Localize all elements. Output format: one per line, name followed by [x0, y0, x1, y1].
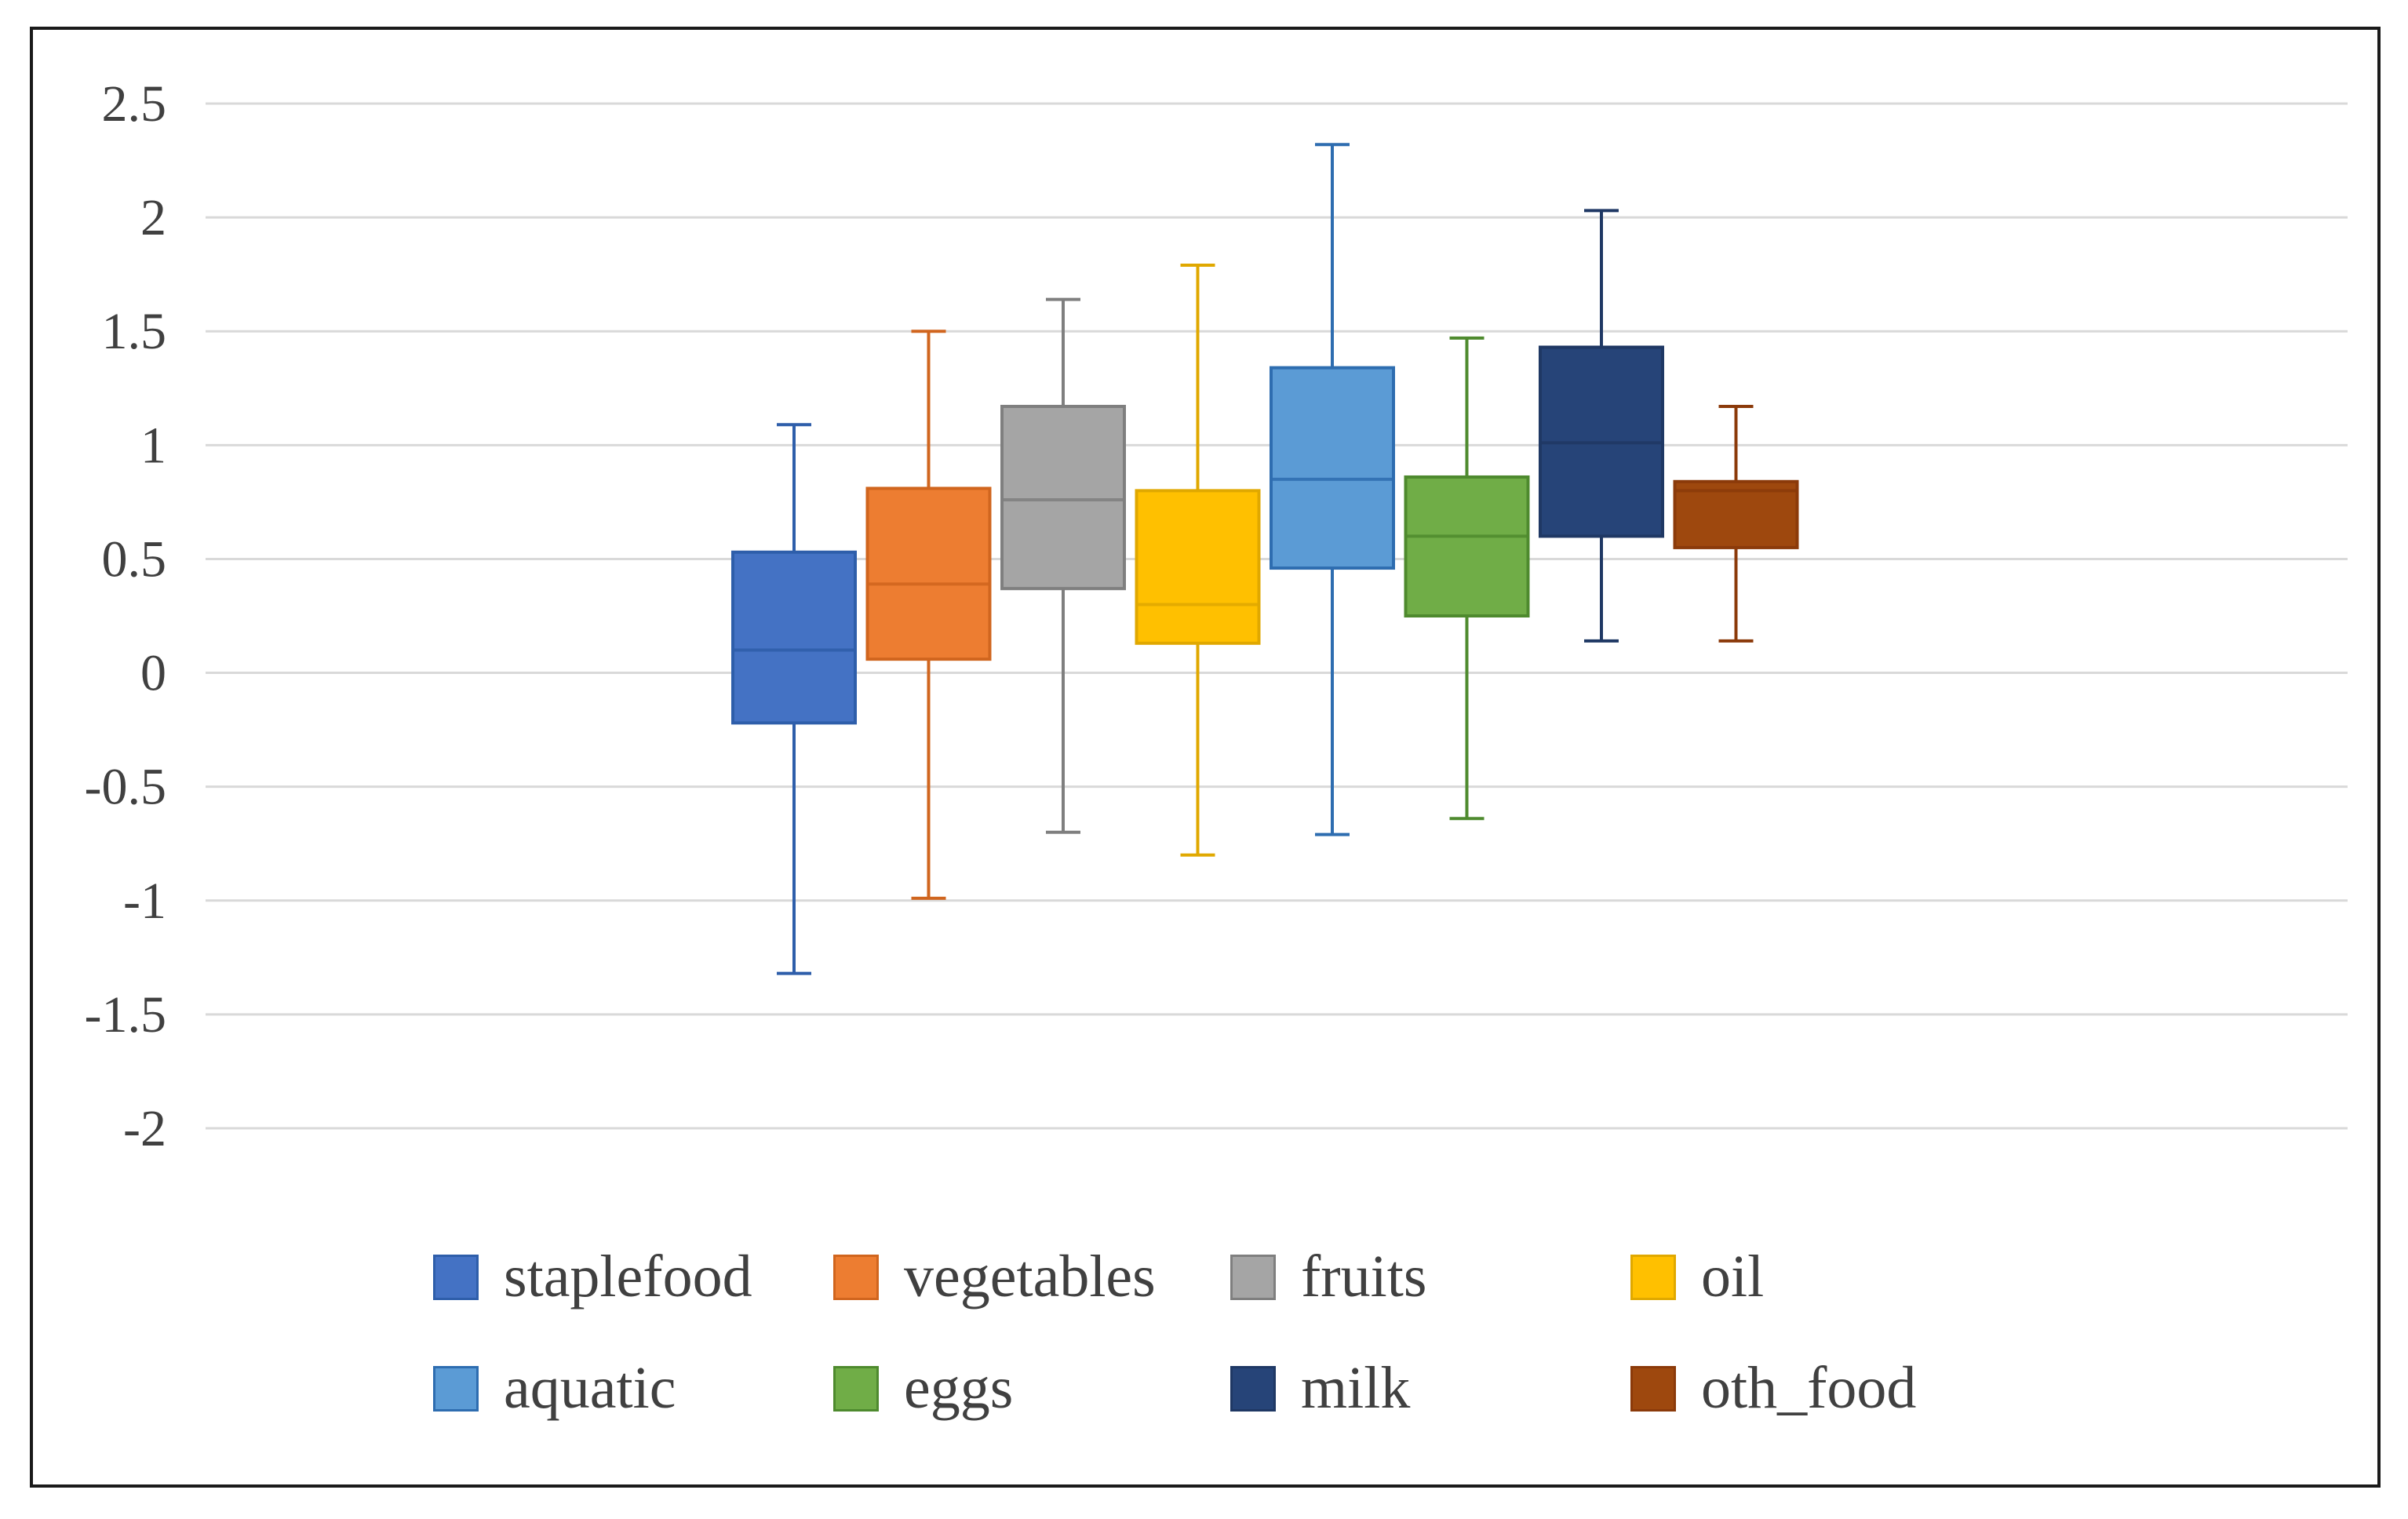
gridlines [206, 102, 2348, 1130]
box-oth_food [1673, 404, 1799, 643]
legend-item-vegetables: vegetables [833, 1243, 1156, 1311]
legend-swatch [833, 1254, 879, 1300]
legend-label: vegetables [904, 1244, 1156, 1310]
boxes [731, 143, 1799, 975]
y-tick-label: 1.5 [102, 303, 167, 360]
box-oil [1135, 264, 1261, 857]
box-staplefood [731, 423, 857, 975]
y-tick-label: 0.5 [102, 530, 167, 588]
box-vegetables [865, 330, 992, 900]
y-tick-label: 1 [140, 417, 166, 474]
legend-label: eggs [904, 1355, 1014, 1421]
y-tick-label: -2 [123, 1100, 166, 1157]
box-iqr [865, 486, 992, 661]
legend-label: milk [1301, 1355, 1411, 1421]
y-tick-label: 2 [140, 189, 166, 246]
box-iqr [1270, 366, 1395, 570]
legend-item-eggs: eggs [833, 1354, 1013, 1422]
legend-label: staplefood [504, 1244, 752, 1310]
chart-frame: 2.5 2 1.5 1 0.5 0 -0.5 -1 -1.5 -2 staplefood veget… [30, 27, 2381, 1488]
y-tick-label: 0 [140, 645, 166, 702]
legend-label: fruits [1301, 1244, 1427, 1310]
box-iqr [1135, 489, 1261, 645]
box-iqr [1673, 479, 1799, 549]
legend-swatch [1630, 1254, 1676, 1300]
legend-swatch [833, 1365, 879, 1412]
y-tick-label: -1 [123, 872, 166, 930]
legend-swatch [1230, 1365, 1276, 1412]
legend-label: aquatic [504, 1355, 676, 1421]
box-plot: 2.5 2 1.5 1 0.5 0 -0.5 -1 -1.5 -2 [85, 75, 2348, 1157]
box-iqr [731, 550, 857, 725]
legend-swatch [1230, 1254, 1276, 1300]
legend-label: oil [1701, 1244, 1765, 1310]
legend-swatch [433, 1365, 479, 1412]
y-tick-label: -1.5 [85, 986, 166, 1044]
box-iqr [1000, 404, 1126, 591]
legend-swatch [433, 1254, 479, 1300]
box-aquatic [1270, 143, 1395, 836]
legend-item-oil: oil [1630, 1243, 1764, 1311]
box-iqr [1404, 475, 1530, 617]
y-tick-label: 2.5 [102, 75, 167, 133]
legend-item-staplefood: staplefood [433, 1243, 752, 1311]
legend-swatch [1630, 1365, 1676, 1412]
legend-item-milk: milk [1230, 1354, 1410, 1422]
y-axis-ticks: 2.5 2 1.5 1 0.5 0 -0.5 -1 -1.5 -2 [85, 75, 166, 1157]
box-milk [1539, 209, 1664, 643]
box-eggs [1404, 336, 1530, 821]
legend-label: oth_food [1701, 1355, 1917, 1421]
y-tick-label: -0.5 [85, 759, 166, 816]
box-fruits [1000, 297, 1126, 834]
legend-item-oth_food: oth_food [1630, 1354, 1916, 1422]
legend-item-aquatic: aquatic [433, 1354, 676, 1422]
legend-item-fruits: fruits [1230, 1243, 1426, 1311]
